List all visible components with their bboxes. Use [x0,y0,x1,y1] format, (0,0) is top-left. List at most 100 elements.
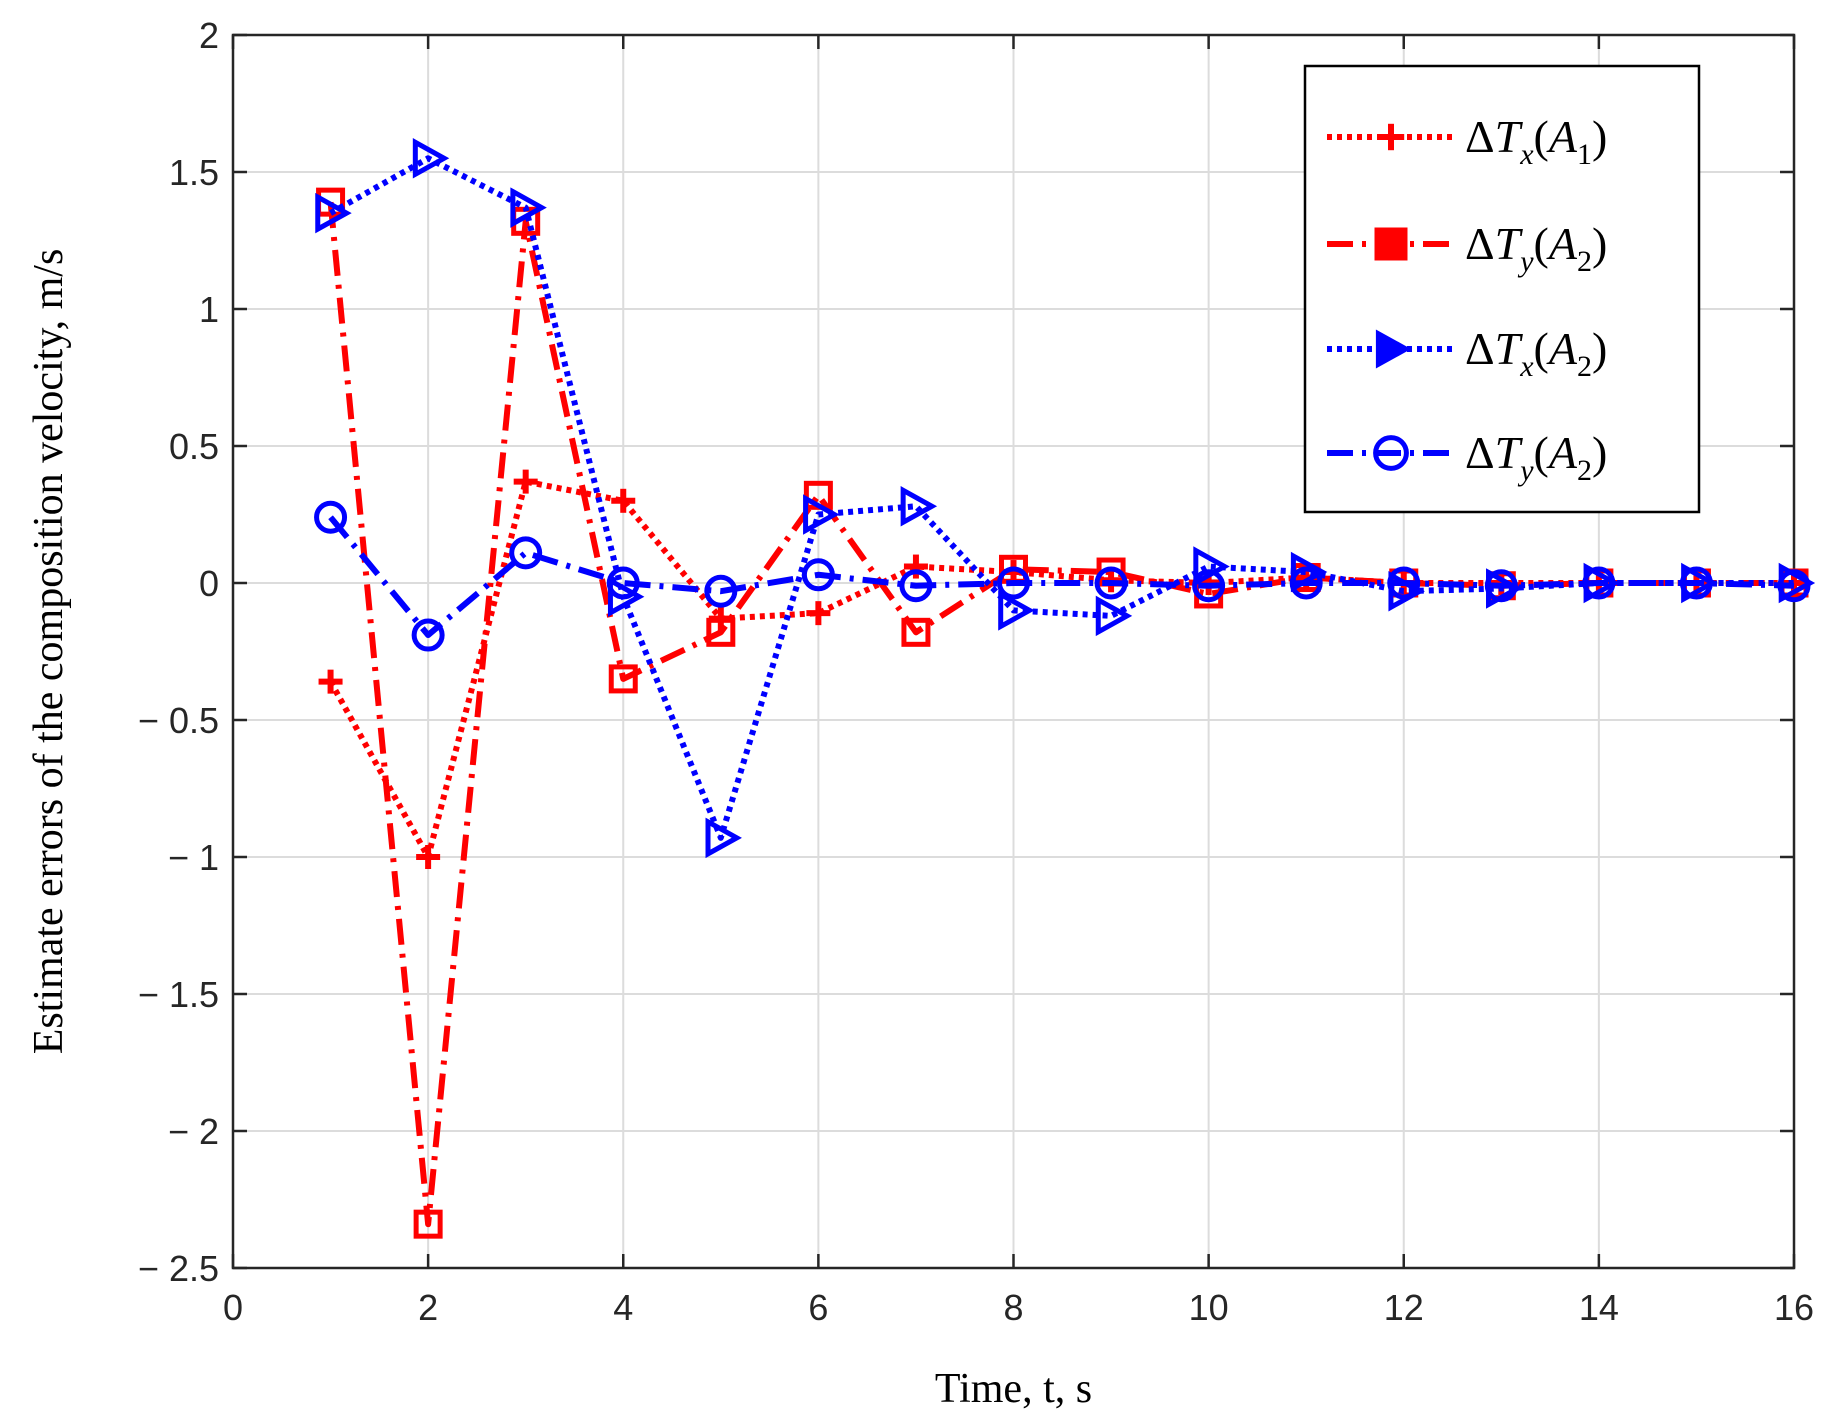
y-tick-label: 2 [199,15,219,56]
square-marker [901,617,931,647]
circle-marker [314,500,348,534]
legend-label-part: A [1546,218,1578,269]
circle-marker [411,618,445,652]
legend-label-part: ( [1534,323,1549,374]
legend-label-part: 1 [1577,138,1592,171]
circle-marker [1484,569,1518,603]
series-layer [314,138,1816,1239]
circle-marker [1582,566,1616,600]
legend-marker-sample [1374,227,1408,261]
y-tick-label: 0 [199,563,219,604]
legend-label-part: T [1495,218,1524,269]
x-tick-label: 8 [1003,1287,1023,1328]
legend-label-part: T [1495,323,1524,374]
legend-label-part: ( [1534,111,1549,162]
square-marker [706,617,736,647]
x-tick-label: 2 [418,1287,438,1328]
legend-label-part: y [1517,245,1534,278]
circle-marker [509,536,543,570]
axis-ticks: 0 2 4 6 8 10 12 14 16− 2.5− 2− 1.5− 1− 0.500.511… [138,15,1814,1328]
legend-label-part: x [1519,350,1534,383]
circle-marker [1373,435,1409,471]
circle-marker [1094,566,1128,600]
legend-label-part: ) [1592,111,1607,162]
circle-marker [1289,566,1323,600]
circle-marker [606,566,640,600]
legend-label-part: Δ [1465,323,1495,374]
x-tick-label: 16 [1774,1287,1814,1328]
legend-label: ΔTx(A1) [1465,111,1607,171]
triangle-marker [900,486,938,527]
square-marker [413,1209,443,1239]
legend-label-part: Δ [1465,427,1495,478]
y-tick-label: − 1.5 [138,974,219,1015]
legend-entry-3: ΔTx(A2) [1327,323,1607,383]
legend-label-part: T [1495,111,1524,162]
x-tick-label: 14 [1579,1287,1619,1328]
triangle-marker [510,187,547,228]
legend-label-part: A [1546,111,1578,162]
circle-marker [1679,566,1713,600]
legend-label-part: ) [1592,218,1607,269]
x-tick-label: 0 [223,1287,243,1328]
legend-label-part: y [1517,454,1534,487]
y-tick-label: 1.5 [169,152,219,193]
legend-label-part: Δ [1465,111,1495,162]
legend: ΔTx(A1)ΔTy(A2)ΔTx(A2)ΔTy(A2) [1303,64,1701,514]
legend-entry-4: ΔTy(A2) [1327,427,1607,487]
y-tick-label: − 1 [168,837,219,878]
series-4-line [328,515,1795,639]
legend-label-part: 2 [1577,245,1592,278]
legend-label-part: ( [1534,427,1549,478]
triangle-marker [1193,546,1230,587]
legend-label-part: A [1546,427,1578,478]
plus-marker [903,554,928,579]
y-tick-label: − 2.5 [138,1248,219,1289]
triangle-marker [998,590,1035,631]
square-marker [608,664,638,694]
y-tick-label: − 0.5 [138,700,219,741]
legend-box [1303,64,1701,514]
plus-marker [318,669,343,694]
circle-marker [801,558,835,592]
x-tick-label: 12 [1384,1287,1424,1328]
legend-label: ΔTy(A2) [1465,427,1607,487]
legend-label-part: x [1519,138,1534,171]
legend-label-part: ) [1592,427,1607,478]
legend-label-part: 2 [1577,350,1592,383]
y-tick-label: − 2 [168,1111,219,1152]
legend-label-part: 2 [1577,454,1592,487]
x-axis-title: Time, t, s [935,1366,1092,1412]
legend-label-part: T [1495,427,1524,478]
plus-marker [513,469,538,494]
triangle-marker [1095,595,1133,637]
legend-label-part: ( [1534,218,1549,269]
y-tick-label: 1 [199,289,219,330]
circle-marker [1777,569,1811,603]
legend-label-part: ) [1592,323,1607,374]
triangle-marker [315,192,352,234]
legend-marker-sample [1373,435,1409,471]
legend-marker-sample [1375,329,1412,369]
circle-marker [997,566,1030,600]
triangle-marker [607,576,645,617]
plus-marker [416,845,441,869]
circle-marker [1192,569,1226,603]
plus-marker [611,488,636,513]
triangle-marker [412,138,450,179]
circle-marker [1387,566,1421,600]
x-tick-label: 6 [808,1287,828,1328]
circle-marker [899,569,933,603]
triangle-marker [803,494,840,535]
y-axis-title: Estimate errors of the composition veloc… [26,249,72,1055]
legend-label: ΔTy(A2) [1465,218,1607,278]
x-tick-label: 4 [613,1287,633,1328]
legend-triangle-marker [1375,329,1412,369]
y-tick-label: 0.5 [169,426,219,467]
plus-marker [1377,123,1405,151]
legend-label-part: A [1546,323,1578,374]
legend-label-part: Δ [1465,218,1495,269]
triangle-marker [705,817,742,859]
legend-entry-2: ΔTy(A2) [1327,218,1607,278]
